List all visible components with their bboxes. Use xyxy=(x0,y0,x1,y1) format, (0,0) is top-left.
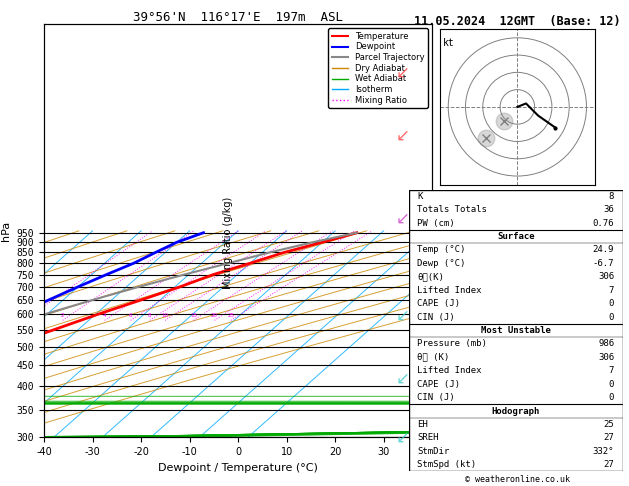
Text: CAPE (J): CAPE (J) xyxy=(418,380,460,389)
Text: 8: 8 xyxy=(609,192,614,201)
Text: ↙: ↙ xyxy=(396,428,409,447)
Text: 306: 306 xyxy=(598,272,614,281)
Text: θᴀ(K): θᴀ(K) xyxy=(418,272,444,281)
Text: 8: 8 xyxy=(148,313,152,318)
Text: ↙: ↙ xyxy=(396,307,409,325)
Text: SREH: SREH xyxy=(418,434,439,442)
Text: 6: 6 xyxy=(129,313,133,318)
Text: Lifted Index: Lifted Index xyxy=(418,366,482,375)
Text: Surface: Surface xyxy=(497,232,535,241)
Text: 10: 10 xyxy=(162,313,169,318)
Text: Dewp (°C): Dewp (°C) xyxy=(418,259,466,268)
Text: StmSpd (kt): StmSpd (kt) xyxy=(418,460,477,469)
Text: 0.76: 0.76 xyxy=(593,219,614,227)
Text: StmDir: StmDir xyxy=(418,447,450,456)
Text: CIN (J): CIN (J) xyxy=(418,312,455,322)
Text: 332°: 332° xyxy=(593,447,614,456)
Text: Most Unstable: Most Unstable xyxy=(481,326,551,335)
Text: ↙: ↙ xyxy=(396,370,409,388)
Text: 24.9: 24.9 xyxy=(593,245,614,255)
Y-axis label: hPa: hPa xyxy=(1,221,11,241)
Text: 0: 0 xyxy=(609,380,614,389)
Text: 2: 2 xyxy=(61,313,64,318)
Text: 25: 25 xyxy=(603,420,614,429)
Text: ↙: ↙ xyxy=(396,127,409,145)
Text: kt: kt xyxy=(443,38,455,48)
Text: 7: 7 xyxy=(609,366,614,375)
Text: 36: 36 xyxy=(603,205,614,214)
Text: CAPE (J): CAPE (J) xyxy=(418,299,460,308)
Title: 39°56'N  116°17'E  197m  ASL: 39°56'N 116°17'E 197m ASL xyxy=(133,11,343,24)
Text: 306: 306 xyxy=(598,353,614,362)
Text: 0: 0 xyxy=(609,312,614,322)
Text: 11.05.2024  12GMT  (Base: 12): 11.05.2024 12GMT (Base: 12) xyxy=(414,15,621,28)
Text: PW (cm): PW (cm) xyxy=(418,219,455,227)
Text: ↙: ↙ xyxy=(396,209,409,228)
Text: 20: 20 xyxy=(211,313,218,318)
Text: Lifted Index: Lifted Index xyxy=(418,286,482,295)
Text: 27: 27 xyxy=(603,460,614,469)
Text: 25: 25 xyxy=(228,313,235,318)
Text: CIN (J): CIN (J) xyxy=(418,393,455,402)
Text: 0: 0 xyxy=(609,393,614,402)
Text: 27: 27 xyxy=(603,434,614,442)
Text: 4: 4 xyxy=(103,313,106,318)
Text: Hodograph: Hodograph xyxy=(492,406,540,416)
Text: Temp (°C): Temp (°C) xyxy=(418,245,466,255)
Text: 7: 7 xyxy=(609,286,614,295)
Text: ↙: ↙ xyxy=(396,64,409,82)
Text: EH: EH xyxy=(418,420,428,429)
Text: K: K xyxy=(418,192,423,201)
Text: Totals Totals: Totals Totals xyxy=(418,205,487,214)
Text: Pressure (mb): Pressure (mb) xyxy=(418,339,487,348)
X-axis label: Dewpoint / Temperature (°C): Dewpoint / Temperature (°C) xyxy=(158,463,318,473)
Text: 15: 15 xyxy=(190,313,197,318)
Text: -6.7: -6.7 xyxy=(593,259,614,268)
Text: 0: 0 xyxy=(609,299,614,308)
Y-axis label: km
ASL: km ASL xyxy=(451,222,472,240)
Legend: Temperature, Dewpoint, Parcel Trajectory, Dry Adiabat, Wet Adiabat, Isotherm, Mi: Temperature, Dewpoint, Parcel Trajectory… xyxy=(328,29,428,108)
Text: Mixing Ratio (g/kg): Mixing Ratio (g/kg) xyxy=(223,197,233,289)
Text: θᴀ (K): θᴀ (K) xyxy=(418,353,450,362)
Text: © weatheronline.co.uk: © weatheronline.co.uk xyxy=(465,474,570,484)
Text: 986: 986 xyxy=(598,339,614,348)
